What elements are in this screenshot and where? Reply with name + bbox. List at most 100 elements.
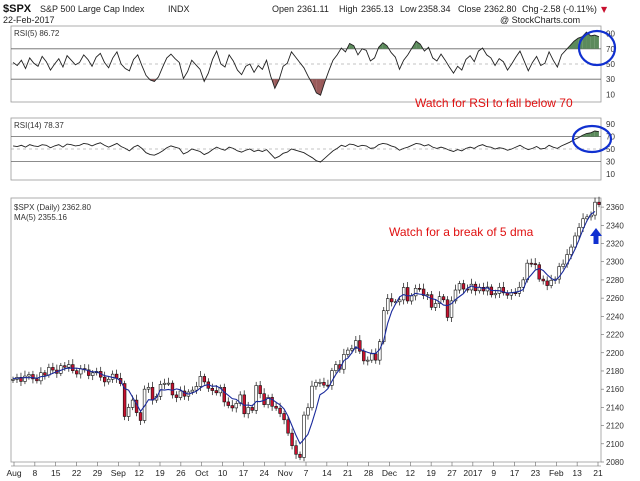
rsi-legend: RSI(5) 86.72 xyxy=(14,29,60,38)
ohlc-readout: Open 2361.11 High 2365.13 Low 2358.34 Cl… xyxy=(272,4,608,14)
y-tick-label: 2300 xyxy=(606,258,624,267)
candle-body xyxy=(397,299,402,303)
candle-body xyxy=(35,378,39,382)
y-tick-label: 30 xyxy=(606,157,615,166)
up-arrow-icon xyxy=(590,228,602,244)
x-tick-label: 7 xyxy=(304,468,309,478)
open-value: 2361.11 xyxy=(297,4,329,14)
rsi-extreme-fill xyxy=(316,79,321,96)
y-tick-label: 2100 xyxy=(606,440,624,449)
price-frame xyxy=(10,197,602,463)
rsi5-highlight-circle xyxy=(577,29,617,67)
x-tick-label: 27 xyxy=(447,468,457,478)
candle-body xyxy=(254,385,258,411)
rsi-line xyxy=(12,31,600,96)
candle-body xyxy=(302,414,306,458)
y-tick-label: 2320 xyxy=(606,240,624,249)
candle-body xyxy=(545,280,549,286)
candle-body xyxy=(274,405,278,409)
rsi-extreme-fill xyxy=(586,32,591,49)
candle-body xyxy=(63,365,67,368)
candle-body xyxy=(366,359,370,362)
candle-body xyxy=(501,287,506,294)
candle-body xyxy=(91,372,95,376)
y-tick-label: 2160 xyxy=(606,385,624,394)
down-triangle-icon: ▼ xyxy=(601,5,608,14)
candle-body xyxy=(298,453,302,458)
candle-body xyxy=(533,263,537,266)
close-label: Close xyxy=(458,4,481,14)
index-name: S&P 500 Large Cap Index xyxy=(40,4,145,14)
rsi-extreme-fill xyxy=(594,35,599,49)
watermark: @ StockCharts.com xyxy=(500,15,580,25)
candle-body xyxy=(413,288,418,297)
candle-body xyxy=(334,364,338,371)
y-tick-label: 10 xyxy=(606,170,615,179)
price-annotation: Watch for a break of 5 dma xyxy=(389,225,534,239)
candle-body xyxy=(457,283,462,291)
candle-body xyxy=(282,413,286,421)
y-tick-label: 90 xyxy=(606,120,615,129)
symbol-label: $SPX xyxy=(3,3,32,15)
candle-body xyxy=(31,374,35,380)
candle-body xyxy=(370,353,374,361)
candle-body xyxy=(162,382,167,385)
candle-body xyxy=(529,262,533,265)
candle-body xyxy=(194,386,199,391)
candle-body xyxy=(386,298,390,312)
candle-body xyxy=(549,279,553,286)
price-legend: $SPX (Daily) 2362.80 xyxy=(14,203,91,212)
y-tick-label: 50 xyxy=(606,60,615,69)
candle-body xyxy=(306,407,310,416)
x-tick-label: 19 xyxy=(426,468,436,478)
candle-body xyxy=(102,376,107,383)
candle-body xyxy=(150,387,155,401)
y-tick-label: 2280 xyxy=(606,276,624,285)
candle-body xyxy=(354,340,358,349)
x-tick-label: 17 xyxy=(510,468,520,478)
rsi-extreme-fill xyxy=(416,41,421,49)
candle-body xyxy=(453,289,458,302)
x-tick-label: 21 xyxy=(593,468,603,478)
candle-body xyxy=(198,376,203,387)
candle-body xyxy=(138,412,143,421)
candle-body xyxy=(250,407,254,411)
candle-body xyxy=(210,387,215,391)
candle-body xyxy=(47,367,51,376)
x-tick-label: 12 xyxy=(406,468,416,478)
candle-body xyxy=(43,372,47,376)
candle-body xyxy=(234,403,238,409)
y-tick-label: 2220 xyxy=(606,331,624,340)
candle-body xyxy=(577,227,581,237)
x-tick-label: Sep xyxy=(111,468,126,478)
candle-body xyxy=(266,397,270,405)
x-tick-label: 10 xyxy=(218,468,228,478)
y-tick-label: 2080 xyxy=(606,458,624,467)
y-tick-label: 30 xyxy=(606,75,615,84)
x-tick-label: 29 xyxy=(93,468,103,478)
rsi5-panel: 90 70 50 30 10 RSI(5) 86.72 xyxy=(10,25,615,103)
ma5-line xyxy=(12,211,596,445)
candle-body xyxy=(226,401,230,406)
candle-body xyxy=(318,382,322,384)
candle-body xyxy=(270,397,274,407)
rsi-extreme-fill xyxy=(312,79,317,93)
y-tick-label: 90 xyxy=(606,30,615,39)
rsi-extreme-fill xyxy=(349,43,354,49)
candle-body xyxy=(597,201,601,205)
price-panel: 2360 2340 2320 2300 2280 2260 2240 2220 2200 2180… xyxy=(10,196,624,467)
candle-body xyxy=(166,382,171,385)
candle-body xyxy=(433,303,438,308)
candle-body xyxy=(421,288,426,296)
y-tick-label: 2240 xyxy=(606,312,624,321)
rsi-extreme-fill xyxy=(569,41,574,49)
x-tick-label: Aug xyxy=(6,468,21,478)
x-tick-label: 24 xyxy=(260,468,270,478)
x-tick-label: 14 xyxy=(322,468,332,478)
candle-body xyxy=(521,279,525,288)
x-tick-label: Feb xyxy=(549,468,564,478)
candle-body xyxy=(445,299,450,318)
candle-body xyxy=(130,399,135,408)
candle-body xyxy=(238,394,242,404)
low-label: Low xyxy=(400,4,417,14)
